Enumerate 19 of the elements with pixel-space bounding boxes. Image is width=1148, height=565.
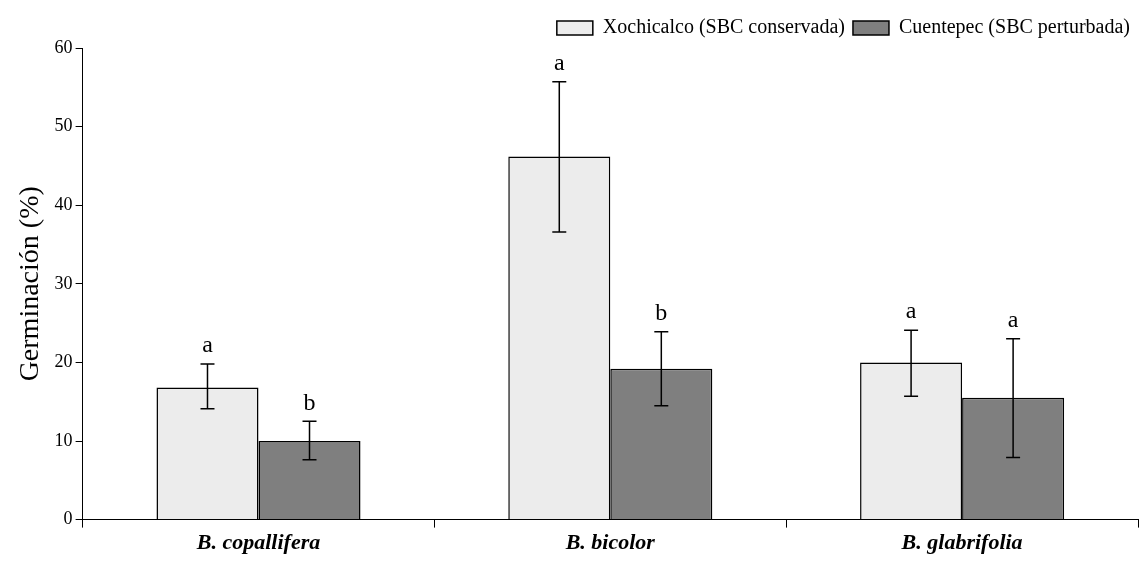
legend-label: Xochicalco (SBC conservada) [602,15,845,39]
annotation: b [655,299,668,326]
y-tick-label: 60 [54,36,73,57]
legend-label: Cuentepec (SBC perturbada) [898,15,1131,39]
annotation: b [303,388,316,415]
y-tick-label: 30 [54,272,73,293]
annotation: a [1007,306,1019,333]
y-axis-title: Germinación (%) [13,186,45,382]
y-tick-label: 10 [54,429,73,450]
y-tick-label: 20 [54,351,73,372]
y-tick-label: 50 [54,115,73,136]
annotation: a [905,297,917,324]
annotation: a [202,331,214,358]
y-tick-label: 40 [54,193,73,214]
x-tick-label: B. glabrifolia [900,529,1023,555]
annotation: a [553,49,565,76]
y-tick-label: 0 [63,508,73,529]
x-tick-label: B. copallifera [195,529,321,555]
x-tick-label: B. bicolor [564,529,656,555]
